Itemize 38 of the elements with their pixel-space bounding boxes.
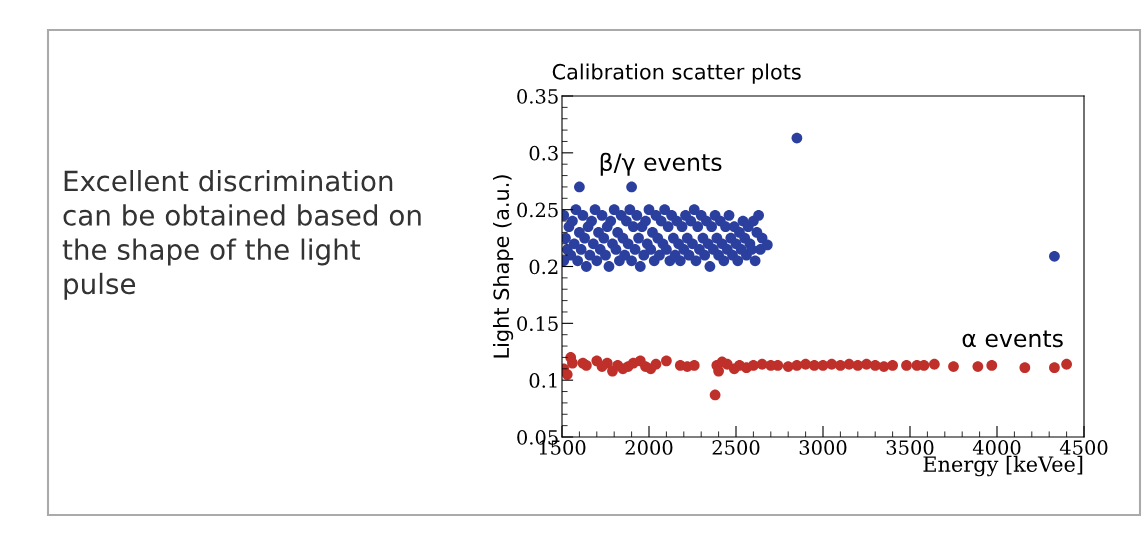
point	[835, 360, 846, 371]
point	[887, 360, 898, 371]
point	[928, 358, 940, 370]
y-tick-label: 0.25	[517, 202, 558, 218]
annotation: α events	[962, 330, 1063, 348]
x-tick-label: 2000	[625, 440, 673, 455]
y-tick-label: 0.3	[529, 145, 558, 161]
chart-title: Calibration scatter plots	[552, 63, 801, 84]
point	[782, 361, 794, 372]
y-tick-label: 0.2	[529, 259, 558, 275]
y-tick-label: 0.15	[517, 316, 558, 331]
point	[650, 358, 662, 370]
point	[562, 369, 573, 380]
point	[1061, 358, 1072, 370]
y-tick-label: 0.1	[529, 373, 557, 388]
point	[709, 389, 721, 401]
point	[661, 355, 672, 367]
point	[869, 360, 881, 371]
point	[986, 360, 998, 371]
point	[1049, 362, 1060, 374]
point	[901, 360, 912, 371]
point	[948, 361, 959, 372]
point	[808, 360, 820, 371]
x-tick-label: 4000	[972, 440, 1021, 455]
x-tick-label: 3000	[799, 440, 847, 455]
x-tick-label: 4500	[1059, 440, 1108, 455]
x-tick-label: 3500	[886, 440, 934, 455]
annotation: β/γ events	[600, 152, 722, 176]
point	[972, 361, 984, 372]
y-tick-label: 0.35	[517, 88, 558, 104]
point	[601, 357, 613, 369]
y-axis-title: Light Shape (a.u.)	[492, 175, 514, 358]
point	[748, 360, 759, 371]
x-axis-title: Energy [keVee]	[923, 455, 1083, 477]
point	[1019, 362, 1031, 374]
text: Excellent discrimination can be obtained based on the shape of the light pulse	[62, 170, 421, 300]
point	[861, 358, 872, 370]
x-tick-label: 2500	[712, 440, 760, 455]
